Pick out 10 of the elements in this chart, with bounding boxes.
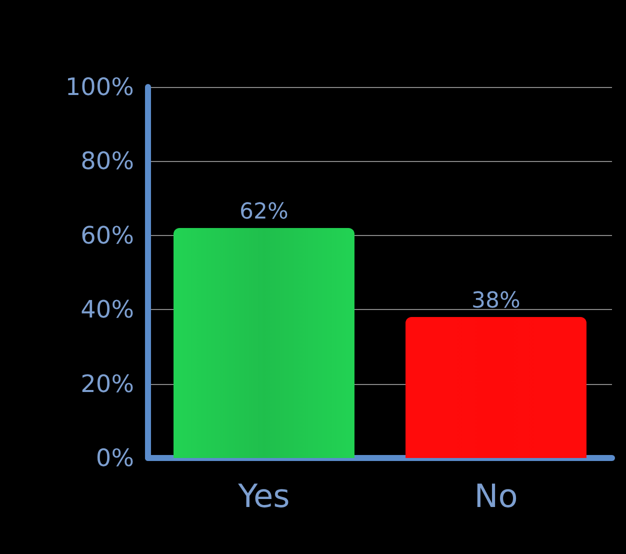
y-tick-label: 80% (80, 147, 134, 176)
y-tick-label: 0% (96, 444, 134, 472)
data-label: 38% (472, 288, 520, 314)
x-tick-label: Yes (237, 477, 290, 515)
y-tick-label: 20% (80, 370, 134, 398)
data-label: 62% (240, 199, 288, 224)
y-tick-label: 100% (65, 73, 134, 101)
y-tick-label: 60% (80, 221, 134, 250)
x-tick-label: No (474, 477, 518, 515)
y-tick-label: 40% (80, 296, 134, 324)
